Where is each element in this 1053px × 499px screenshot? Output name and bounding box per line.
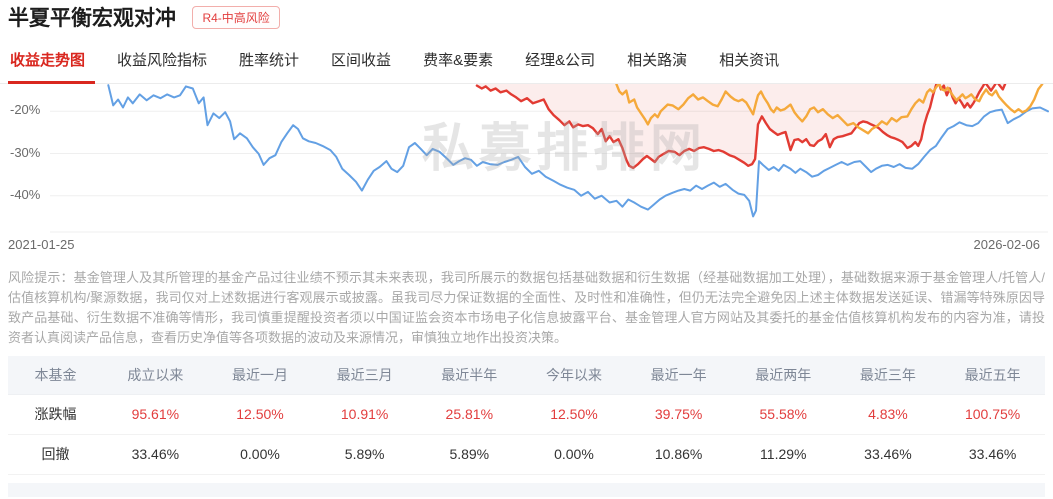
drawdown-ytd: 0.00% <box>521 434 627 475</box>
col-ytd: 今年以来 <box>521 356 627 395</box>
table-row-change: 涨跌幅 95.61% 12.50% 10.91% 25.81% 12.50% 3… <box>8 394 1045 435</box>
performance-chart[interactable]: -20% -30% -40% 私募排排网 2021-01-25 2026-02-06 <box>0 84 1053 256</box>
drawdown-2-years: 11.29% <box>730 434 836 475</box>
fund-title: 半夏平衡宏观对冲 <box>8 7 176 30</box>
col-fund: 本基金 <box>8 356 103 395</box>
risk-disclaimer-text: 风险提示：基金管理人及其所管理的基金产品过往业绩不预示其未来表现，我司所展示的数… <box>8 270 1045 345</box>
tab-manager-company[interactable]: 经理&公司 <box>525 52 596 69</box>
tab-fees-elements[interactable]: 费率&要素 <box>423 52 494 69</box>
change-since-inception: 95.61% <box>103 394 208 435</box>
drawdown-since-inception: 33.46% <box>103 434 208 475</box>
change-5-years: 100.75% <box>940 394 1045 435</box>
col-5-years: 最近五年 <box>940 356 1045 395</box>
row-label-drawdown: 回撤 <box>8 434 103 475</box>
tab-interval-return[interactable]: 区间收益 <box>331 52 392 69</box>
col-since-inception: 成立以来 <box>103 356 208 395</box>
col-1-year: 最近一年 <box>626 356 731 395</box>
change-1-month: 12.50% <box>207 394 313 435</box>
next-section-partial-row <box>8 482 1045 497</box>
line-red <box>475 84 1007 170</box>
row-label-change: 涨跌幅 <box>8 394 103 435</box>
performance-table-wrap: 本基金 成立以来 最近一月 最近三月 最近半年 今年以来 最近一年 最近两年 最… <box>8 356 1045 475</box>
drawdown-6-months: 5.89% <box>416 434 522 475</box>
tab-win-rate[interactable]: 胜率统计 <box>239 52 300 69</box>
col-6-months: 最近半年 <box>416 356 522 395</box>
risk-level-badge: R4-中高风险 <box>192 6 280 29</box>
change-6-months: 25.81% <box>416 394 522 435</box>
tab-yield-trend[interactable]: 收益走势图 <box>8 38 96 84</box>
line-orange <box>615 84 1044 135</box>
tab-risk-metrics[interactable]: 收益风险指标 <box>117 52 208 69</box>
table-row-drawdown: 回撤 33.46% 0.00% 5.89% 5.89% 0.00% 10.86%… <box>8 434 1045 475</box>
change-3-months: 10.91% <box>312 394 417 435</box>
drawdown-1-month: 0.00% <box>207 434 313 475</box>
chart-start-date: 2021-01-25 <box>8 237 75 252</box>
change-3-years: 4.83% <box>835 394 941 435</box>
tab-news[interactable]: 相关资讯 <box>719 52 780 69</box>
line-blue <box>107 84 1049 218</box>
drawdown-5-years: 33.46% <box>940 434 1045 475</box>
change-2-years: 55.58% <box>730 394 836 435</box>
table-header-row: 本基金 成立以来 最近一月 最近三月 最近半年 今年以来 最近一年 最近两年 最… <box>8 356 1045 395</box>
fund-tab-bar: 收益走势图 收益风险指标 胜率统计 区间收益 费率&要素 经理&公司 相关路演 … <box>0 38 1053 84</box>
col-1-month: 最近一月 <box>207 356 313 395</box>
tab-roadshows[interactable]: 相关路演 <box>627 52 688 69</box>
drawdown-1-year: 10.86% <box>626 434 731 475</box>
performance-table: 本基金 成立以来 最近一月 最近三月 最近半年 今年以来 最近一年 最近两年 最… <box>8 356 1045 475</box>
drawdown-3-months: 5.89% <box>312 434 417 475</box>
col-2-years: 最近两年 <box>730 356 836 395</box>
col-3-months: 最近三月 <box>312 356 417 395</box>
col-3-years: 最近三年 <box>835 356 941 395</box>
chart-end-date: 2026-02-06 <box>973 237 1041 252</box>
fund-header: 半夏平衡宏观对冲 R4-中高风险 <box>0 0 1053 33</box>
change-1-year: 39.75% <box>626 394 731 435</box>
drawdown-3-years: 33.46% <box>835 434 941 475</box>
performance-chart-svg[interactable] <box>0 84 1053 236</box>
chart-x-axis: 2021-01-25 2026-02-06 <box>0 234 1053 256</box>
change-ytd: 12.50% <box>521 394 627 435</box>
